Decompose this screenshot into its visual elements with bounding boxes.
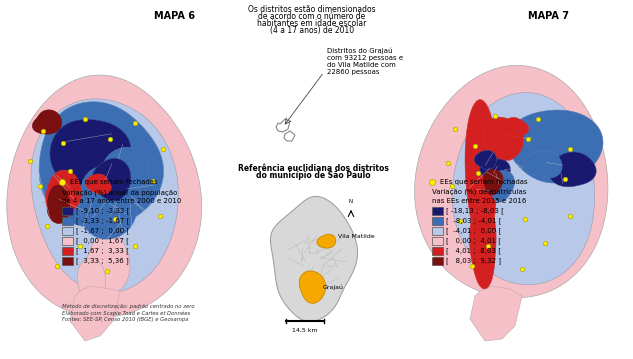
Text: EEs que seriam fechadas: EEs que seriam fechadas — [440, 179, 528, 185]
Text: Vila Matilde: Vila Matilde — [338, 233, 375, 238]
Text: [ -18,13 ; -8,03 [: [ -18,13 ; -8,03 [ — [446, 208, 504, 214]
FancyBboxPatch shape — [432, 247, 443, 255]
Polygon shape — [32, 110, 61, 134]
Text: [ -9,10 ; -3,33 [: [ -9,10 ; -3,33 [ — [76, 208, 129, 214]
Text: 14,5 km: 14,5 km — [292, 328, 318, 333]
Text: Variação (%) de matrículas: Variação (%) de matrículas — [432, 190, 527, 196]
Polygon shape — [39, 102, 163, 228]
Text: Grajaú: Grajaú — [323, 284, 344, 290]
Polygon shape — [80, 166, 137, 239]
FancyBboxPatch shape — [62, 227, 73, 235]
Polygon shape — [47, 185, 70, 224]
Polygon shape — [507, 110, 603, 183]
Polygon shape — [483, 117, 524, 161]
Polygon shape — [299, 271, 325, 303]
Polygon shape — [470, 286, 522, 341]
Text: MAPA 6: MAPA 6 — [154, 11, 196, 21]
Text: Distritos do Grajaú: Distritos do Grajaú — [327, 48, 392, 55]
Text: Elaborado com Scapie Toad e Cartes et Données: Elaborado com Scapie Toad e Cartes et Do… — [62, 310, 191, 316]
Polygon shape — [85, 174, 111, 194]
FancyBboxPatch shape — [62, 207, 73, 215]
FancyBboxPatch shape — [62, 237, 73, 245]
Polygon shape — [7, 75, 202, 317]
Text: MAPA 7: MAPA 7 — [527, 11, 568, 21]
Polygon shape — [470, 204, 496, 289]
Polygon shape — [474, 150, 496, 170]
Polygon shape — [480, 159, 510, 182]
Text: nas EEs entre 2015 e 2016: nas EEs entre 2015 e 2016 — [432, 198, 527, 204]
Text: 22860 pessoas: 22860 pessoas — [327, 69, 380, 75]
Text: Método de discretização: padrão centrado no zero: Método de discretização: padrão centrado… — [62, 303, 194, 309]
Polygon shape — [50, 120, 130, 186]
Polygon shape — [77, 258, 106, 311]
Text: [  0,00 ;  1,67 [: [ 0,00 ; 1,67 [ — [76, 238, 129, 244]
Polygon shape — [524, 151, 562, 178]
Text: [  -8,03 ; -4,01 [: [ -8,03 ; -4,01 [ — [446, 218, 501, 224]
Text: Fontes: SEE-SP, Censo 2010 (IBGE) e Geosampa: Fontes: SEE-SP, Censo 2010 (IBGE) e Geos… — [62, 317, 189, 322]
Text: habitantes em idade escolar: habitantes em idade escolar — [257, 19, 367, 28]
Polygon shape — [270, 196, 358, 322]
FancyBboxPatch shape — [62, 257, 73, 265]
Text: [   4,01 ;  8,03 [: [ 4,01 ; 8,03 [ — [446, 248, 501, 255]
Text: de 4 a 17 anos entre 2000 e 2010: de 4 a 17 anos entre 2000 e 2010 — [62, 198, 182, 204]
Text: [  -4,01 ;  0,00 [: [ -4,01 ; 0,00 [ — [446, 228, 501, 234]
Text: Os distritos estão dimensionados: Os distritos estão dimensionados — [248, 5, 376, 14]
Text: [   0,00 ;  4,01 [: [ 0,00 ; 4,01 [ — [446, 238, 501, 244]
Polygon shape — [31, 99, 179, 293]
Text: do município de São Paulo: do município de São Paulo — [256, 171, 370, 180]
FancyBboxPatch shape — [432, 217, 443, 225]
Text: [ -1,67 ;  0,00 [: [ -1,67 ; 0,00 [ — [76, 228, 129, 234]
Text: (4 a 17 anos) de 2010: (4 a 17 anos) de 2010 — [270, 26, 354, 35]
Polygon shape — [549, 152, 596, 187]
Polygon shape — [92, 158, 131, 201]
Polygon shape — [85, 230, 130, 297]
FancyBboxPatch shape — [62, 217, 73, 225]
Polygon shape — [484, 169, 503, 195]
Polygon shape — [465, 100, 498, 253]
Text: N: N — [349, 199, 353, 204]
Text: [ -3,33 ; -1,67 [: [ -3,33 ; -1,67 [ — [76, 218, 129, 224]
Text: do Vila Matilde com: do Vila Matilde com — [327, 62, 396, 68]
FancyBboxPatch shape — [432, 257, 443, 265]
Text: EEs que seriam fechadas: EEs que seriam fechadas — [70, 179, 158, 185]
Text: de acordo com o número de: de acordo com o número de — [258, 12, 366, 21]
Polygon shape — [46, 170, 81, 215]
Polygon shape — [70, 286, 120, 341]
Polygon shape — [317, 234, 335, 248]
Polygon shape — [452, 93, 594, 285]
Polygon shape — [102, 147, 149, 201]
Text: [  1,67 ;  3,33 [: [ 1,67 ; 3,33 [ — [76, 248, 129, 255]
Text: Variação (%) anual da população: Variação (%) anual da população — [62, 190, 177, 196]
FancyBboxPatch shape — [62, 247, 73, 255]
FancyBboxPatch shape — [432, 237, 443, 245]
Text: [   8,03 ;  9,32 ]: [ 8,03 ; 9,32 ] — [446, 258, 501, 264]
Polygon shape — [415, 65, 608, 298]
Polygon shape — [491, 171, 515, 202]
FancyBboxPatch shape — [432, 227, 443, 235]
Polygon shape — [502, 117, 529, 136]
Text: com 93212 pessoas e: com 93212 pessoas e — [327, 55, 403, 61]
Text: [  3,33 ;  5,36 ]: [ 3,33 ; 5,36 ] — [76, 258, 128, 264]
Text: Referência euclidiana dos distritos: Referência euclidiana dos distritos — [237, 164, 389, 173]
FancyBboxPatch shape — [432, 207, 443, 215]
